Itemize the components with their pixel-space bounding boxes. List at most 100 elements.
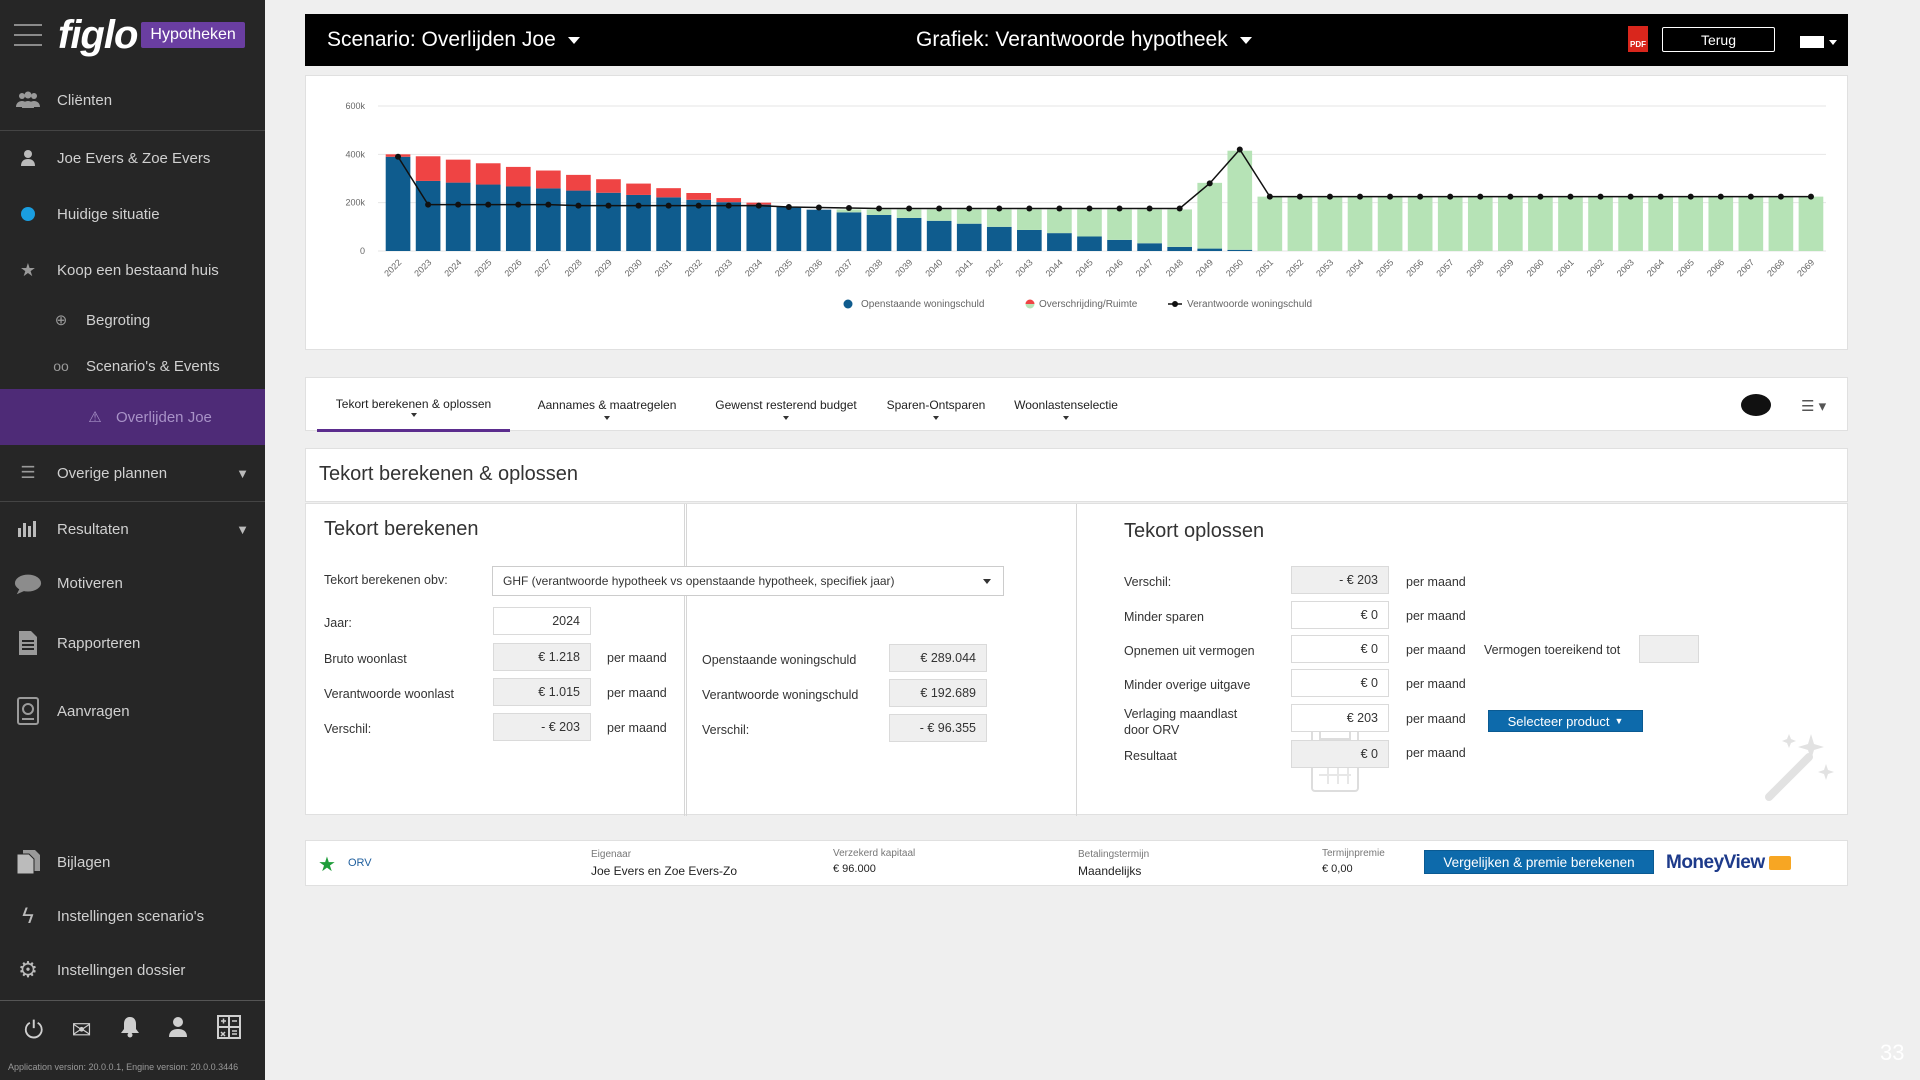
status-dot-icon <box>14 207 42 221</box>
sidebar-item-rapporteren[interactable]: Rapporteren <box>0 611 265 675</box>
divider <box>686 504 687 816</box>
tab-tekort[interactable]: Tekort berekenen & oplossen <box>317 378 510 432</box>
x-tick-label: 2051 <box>1254 257 1275 278</box>
tabs-bar: Tekort berekenen & oplossen Aannames & m… <box>305 377 1848 432</box>
tab-woonlasten[interactable]: Woonlastenselectie <box>1010 378 1122 432</box>
sidebar-item-overlijden-joe[interactable]: ⚠ Overlijden Joe <box>0 389 265 445</box>
scenario-title: Scenario: Overlijden Joe <box>327 28 556 51</box>
chat-icon[interactable] <box>1741 394 1771 416</box>
point-verantwoorde <box>575 202 582 209</box>
gear-icon: ⚙ <box>18 957 38 982</box>
hamburger-menu-icon[interactable] <box>14 24 42 46</box>
bar-openstaande <box>1197 248 1223 251</box>
bell-icon[interactable] <box>120 1016 140 1045</box>
legend-marker-point <box>1172 301 1178 307</box>
bar-overschrijding <box>716 198 742 203</box>
point-verantwoorde <box>425 201 432 208</box>
point-verantwoorde <box>1477 193 1484 200</box>
caret-down-icon <box>1829 39 1837 45</box>
x-tick-label: 2053 <box>1314 257 1335 278</box>
lightning-icon <box>1768 855 1791 870</box>
sidebar-item-instellingen-dossier[interactable]: ⚙ Instellingen dossier <box>0 943 265 997</box>
sidebar-item-resultaten[interactable]: Resultaten ▼ <box>0 502 265 556</box>
legend-marker-ruimte <box>1025 304 1035 309</box>
sidebar-item-client[interactable]: Joe Evers & Zoe Evers <box>0 131 265 185</box>
x-tick-label: 2058 <box>1464 257 1485 278</box>
sidebar-item-huidige-situatie[interactable]: Huidige situatie <box>0 185 265 243</box>
eigenaar-label: Eigenaar <box>591 849 632 860</box>
point-verantwoorde <box>876 205 883 212</box>
verschil2-value: - € 96.355 <box>889 714 987 742</box>
legend-label: Openstaande woningschuld <box>861 299 984 310</box>
sidebar-item-clienten[interactable]: Cliënten <box>0 70 265 130</box>
point-verantwoorde <box>1086 205 1093 212</box>
series-line-verantwoorde <box>397 148 1811 210</box>
verschil-label: Verschil: <box>324 722 372 736</box>
section-title: Tekort berekenen & oplossen <box>319 463 579 485</box>
power-icon[interactable]: ⏻ <box>24 1016 44 1044</box>
eigenaar-value: Joe Evers en Zoe Evers-Zo <box>591 864 738 878</box>
sidebar-footer: ⏻ ✉ <box>0 1000 265 1060</box>
bar-openstaande <box>806 209 832 251</box>
bar-overschrijding <box>1678 196 1704 251</box>
top-bar: Scenario: Overlijden Joe Grafiek: Verant… <box>305 14 1848 66</box>
x-tick-label: 2061 <box>1555 257 1576 278</box>
obv-select[interactable]: GHF (verantwoorde hypotheek vs openstaan… <box>492 566 1004 596</box>
point-verantwoorde <box>1627 193 1634 200</box>
graph-selector[interactable]: Grafiek: Verantwoorde hypotheek <box>916 28 1252 52</box>
sidebar-item-aanvragen[interactable]: Aanvragen <box>0 675 265 747</box>
minder-uitgave-input[interactable]: € 0 <box>1291 669 1389 697</box>
bar-overschrijding <box>1107 209 1132 240</box>
calculator-icon[interactable] <box>216 1015 241 1046</box>
compare-premium-button[interactable]: Vergelijken & premie berekenen <box>1424 850 1654 874</box>
chart-panel: 0 200k 400k 600k 2022 2023 2024 2025 2026 2027 202… <box>305 75 1848 350</box>
sidebar-item-koop[interactable]: ★ Koop een bestaand huis <box>0 243 265 297</box>
point-verantwoorde <box>1326 193 1333 200</box>
point-verantwoorde <box>1507 193 1514 200</box>
caret-down-icon <box>604 416 610 420</box>
tab-aannames[interactable]: Aannames & maatregelen <box>532 378 682 432</box>
sidebar-item-motiveren[interactable]: Motiveren <box>0 556 265 611</box>
opnemen-vermogen-input[interactable]: € 0 <box>1291 635 1389 663</box>
bar-overschrijding <box>1437 196 1463 251</box>
star-icon[interactable]: ★ <box>318 854 336 876</box>
sidebar-item-scenarios[interactable]: oo Scenario's & Events <box>0 343 265 389</box>
scenario-selector[interactable]: Scenario: Overlijden Joe <box>327 28 580 52</box>
legend-marker-over <box>1025 299 1035 304</box>
chevron-down-icon: ▼ <box>236 465 249 481</box>
select-product-button[interactable]: Selecteer product ▼ <box>1488 710 1643 732</box>
obv-label: Tekort berekenen obv: <box>324 573 448 587</box>
star-icon: ★ <box>19 259 37 280</box>
list-menu-icon[interactable]: ☰ ▾ <box>1801 398 1827 415</box>
point-verantwoorde <box>755 202 762 209</box>
verlaging-orv-input[interactable]: € 203 <box>1291 704 1389 732</box>
sidebar-item-begroting[interactable]: ⊕ Begroting <box>0 297 265 343</box>
bar-overschrijding <box>1227 150 1253 250</box>
sidebar-item-bijlagen[interactable]: Bijlagen <box>0 835 265 889</box>
sidebar-item-label: Rapporteren <box>57 634 141 652</box>
x-tick-label: 2030 <box>623 257 644 278</box>
back-button[interactable]: Terug <box>1662 27 1775 52</box>
bar-overschrijding <box>505 166 531 187</box>
y-tick-label: 0 <box>360 246 365 256</box>
sidebar-item-overige-plannen[interactable]: ☰ Overige plannen ▼ <box>0 445 265 501</box>
bar-overschrijding <box>1197 182 1223 249</box>
minder-sparen-input[interactable]: € 0 <box>1291 601 1389 629</box>
bar-overschrijding <box>536 170 561 189</box>
graph-title: Grafiek: Verantwoorde hypotheek <box>916 28 1228 51</box>
pdf-icon[interactable]: PDF <box>1628 26 1648 52</box>
sidebar-item-instellingen-scenarios[interactable]: ϟ Instellingen scenario's <box>0 889 265 943</box>
jaar-input[interactable]: 2024 <box>493 607 591 635</box>
calculation-panel: Tekort berekenen Tekort berekenen obv: G… <box>305 503 1848 816</box>
tab-label: Sparen-Ontsparen <box>886 398 986 412</box>
mail-icon[interactable]: ✉ <box>71 1017 92 1044</box>
tab-sparen[interactable]: Sparen-Ontsparen <box>881 378 991 432</box>
x-tick-label: 2067 <box>1735 257 1756 278</box>
sidebar-item-label: Instellingen scenario's <box>57 907 205 925</box>
sidebar-item-label: Resultaten <box>57 520 129 538</box>
tab-gewenst-budget[interactable]: Gewenst resterend budget <box>706 378 866 432</box>
language-menu[interactable] <box>1800 36 1837 48</box>
x-tick-label: 2050 <box>1224 257 1245 278</box>
list-icon: ☰ <box>20 463 36 482</box>
advisor-icon[interactable] <box>168 1016 188 1045</box>
